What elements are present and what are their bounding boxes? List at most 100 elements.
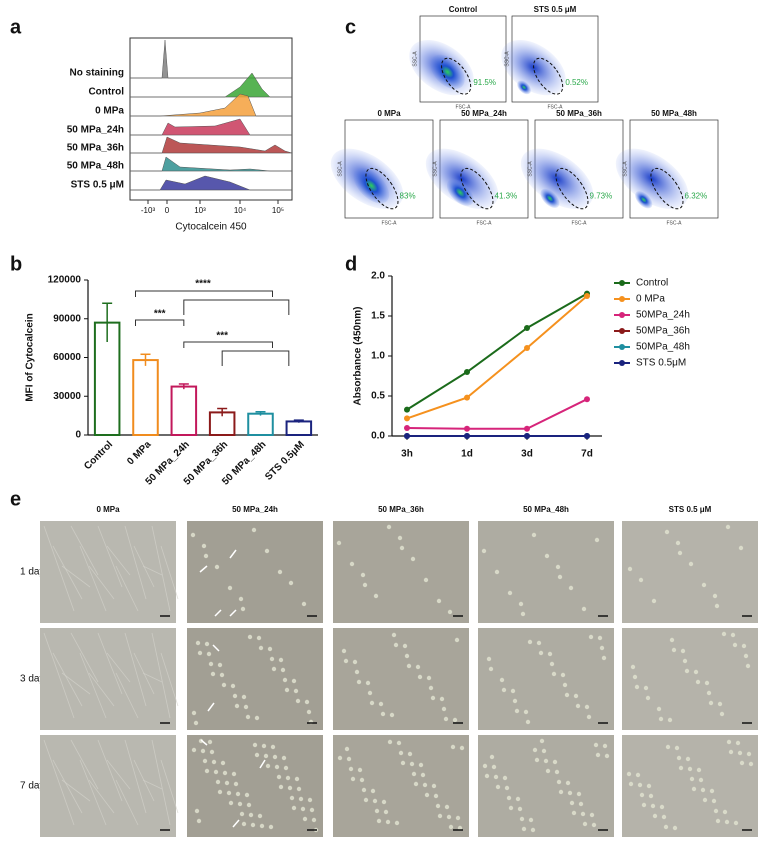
y-axis-label: MFI of Cytocalcein — [25, 313, 36, 401]
cell — [234, 703, 240, 709]
arrow — [229, 549, 237, 559]
cell — [693, 669, 699, 675]
cell — [573, 693, 579, 699]
series-point — [584, 396, 590, 403]
cell — [217, 662, 223, 668]
arrow — [199, 565, 208, 573]
series-point — [464, 433, 470, 439]
cell — [637, 782, 643, 788]
cell — [748, 761, 754, 767]
cell — [407, 751, 413, 757]
cell — [599, 645, 605, 651]
cell — [389, 712, 395, 718]
cell — [567, 790, 573, 796]
legend-marker — [619, 280, 625, 286]
cell — [635, 772, 641, 778]
cell-streak — [79, 652, 107, 719]
significance-bracket — [183, 341, 273, 348]
cell — [628, 781, 634, 787]
y-tick-label: 30000 — [53, 391, 81, 402]
cell — [215, 779, 221, 785]
arrow — [200, 739, 208, 746]
gate — [441, 57, 472, 95]
legend-label: 0 MPa — [636, 294, 665, 305]
cell — [589, 812, 595, 818]
cell-streak — [43, 739, 75, 826]
legend-label: Control — [636, 278, 668, 289]
cell-streak — [70, 525, 99, 576]
panel-label: b — [10, 253, 22, 275]
cell-core — [635, 191, 653, 209]
cell-cloud — [615, 148, 689, 209]
series-point — [464, 394, 470, 401]
legend-label: 50MPa_36h — [636, 326, 690, 337]
cell — [222, 770, 228, 776]
bar — [285, 420, 313, 436]
cell — [630, 664, 636, 670]
cell-streak — [142, 565, 163, 576]
cell — [555, 564, 561, 570]
cell — [700, 787, 706, 793]
series-point — [404, 406, 410, 413]
cell — [370, 788, 376, 794]
cell — [702, 797, 708, 803]
cell — [512, 698, 518, 704]
cell — [519, 816, 525, 822]
flow-ylabel: SSC-A — [337, 161, 343, 177]
cell — [672, 825, 678, 831]
cell — [645, 695, 651, 701]
cell — [228, 800, 234, 806]
cell — [721, 631, 727, 637]
cell — [664, 529, 670, 535]
cell — [204, 641, 210, 647]
cell — [214, 564, 220, 570]
cell — [678, 765, 684, 771]
flow-title: Control — [449, 5, 477, 14]
cell — [735, 740, 741, 746]
cell — [238, 596, 244, 602]
cell — [560, 672, 566, 678]
cell-streak — [88, 779, 115, 814]
cell-streak — [151, 739, 171, 826]
cell — [687, 766, 693, 772]
cell — [597, 635, 603, 641]
cell — [271, 666, 277, 672]
cell — [241, 821, 247, 827]
gate-percent: 83% — [400, 192, 416, 201]
cell-streak — [124, 525, 147, 600]
micrograph — [622, 628, 758, 730]
cell — [671, 647, 677, 653]
column-header: 50 MPa_48h — [523, 505, 569, 514]
cell — [514, 708, 520, 714]
cell — [544, 553, 550, 559]
cell — [291, 678, 297, 684]
y-tick-label: 60000 — [53, 352, 81, 363]
cell — [708, 700, 714, 706]
micrograph — [40, 521, 176, 623]
series-point — [464, 425, 470, 432]
cell — [431, 783, 437, 789]
cell — [393, 642, 399, 648]
cell — [289, 795, 295, 801]
cell — [248, 812, 254, 818]
cell — [714, 603, 720, 609]
cell — [251, 527, 257, 533]
cell — [604, 753, 610, 759]
cell — [450, 744, 456, 750]
cell — [280, 667, 286, 673]
cell-core — [540, 188, 560, 208]
cell — [650, 803, 656, 809]
micrograph — [40, 628, 176, 730]
cell — [282, 677, 288, 683]
cell — [411, 771, 417, 777]
cell — [359, 777, 365, 783]
cell — [525, 719, 531, 725]
cell — [430, 695, 436, 701]
cell-streak — [106, 759, 131, 790]
cell — [674, 745, 680, 751]
series-point — [524, 433, 530, 439]
cell — [457, 825, 463, 831]
cell-streak — [106, 545, 131, 576]
cell — [667, 717, 673, 723]
series-point — [584, 433, 590, 439]
